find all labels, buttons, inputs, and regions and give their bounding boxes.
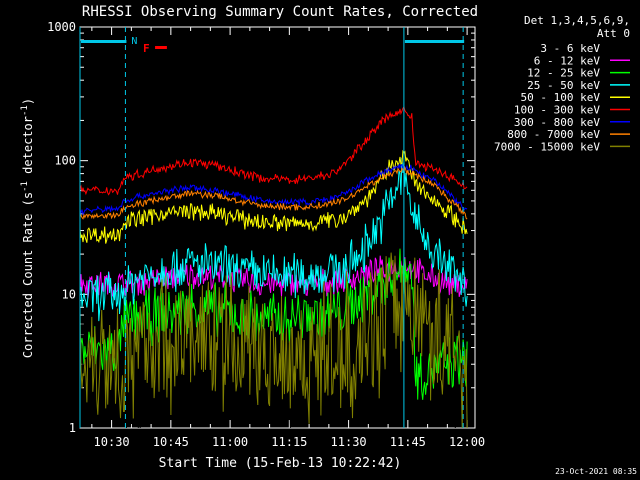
- series-line-4: [79, 149, 468, 244]
- legend-label: 25 - 50 keV: [527, 79, 600, 92]
- x-tick-label: 11:00: [212, 435, 248, 449]
- y-tick-label: 10: [62, 287, 76, 301]
- x-axis: 10:30 10:45 11:00 11:15 11:30 11:45 12:00: [91, 27, 485, 449]
- flare-marker-label: F: [143, 42, 150, 55]
- x-tick-label: 10:30: [94, 435, 130, 449]
- legend-label: 3 - 6 keV: [540, 42, 600, 55]
- legend-label: 50 - 100 keV: [521, 91, 601, 104]
- chart-title: RHESSI Observing Summary Count Rates, Co…: [82, 4, 478, 20]
- legend-label: 300 - 800 keV: [514, 116, 600, 129]
- x-tick-label: 10:45: [153, 435, 189, 449]
- legend-label: 7000 - 15000 keV: [494, 140, 600, 153]
- y-tick-label: 1: [69, 421, 76, 435]
- legend-label: 12 - 25 keV: [527, 67, 600, 80]
- x-tick-label: 11:30: [331, 435, 367, 449]
- series-line-8: [79, 252, 468, 429]
- attenuator-bar: [81, 40, 127, 43]
- x-tick-label: 11:45: [390, 435, 426, 449]
- x-axis-label: Start Time (15-Feb-13 10:22:42): [159, 456, 402, 471]
- y-axis-label: Corrected Count Rate (s-1 detector-1): [20, 98, 35, 358]
- series-group: [79, 106, 468, 429]
- legend-header-attenuator: Att 0: [597, 27, 630, 40]
- flare-marker: [155, 46, 167, 49]
- legend-header-detectors: Det 1,3,4,5,6,9,: [524, 14, 630, 27]
- legend-label: 6 - 12 keV: [534, 54, 601, 67]
- x-tick-label: 12:00: [449, 435, 485, 449]
- series-line-1: [79, 255, 468, 299]
- y-axis: 1 10 100 1000: [47, 20, 475, 435]
- series-line-5: [79, 106, 468, 196]
- y-tick-label: 100: [54, 154, 76, 168]
- series-line-2: [79, 248, 468, 400]
- y-tick-label: 1000: [47, 20, 76, 34]
- attenuator-markers: NF: [79, 27, 465, 428]
- timestamp: 23-Oct-2021 08:35: [555, 467, 637, 476]
- attenuator-bar: [404, 40, 465, 43]
- series-line-6: [79, 163, 468, 216]
- legend-label: 800 - 7000 keV: [507, 128, 600, 141]
- attenuator-label: N: [131, 36, 137, 47]
- x-tick-label: 11:15: [271, 435, 307, 449]
- legend-label: 100 - 300 keV: [514, 104, 600, 117]
- series-line-7: [79, 165, 468, 220]
